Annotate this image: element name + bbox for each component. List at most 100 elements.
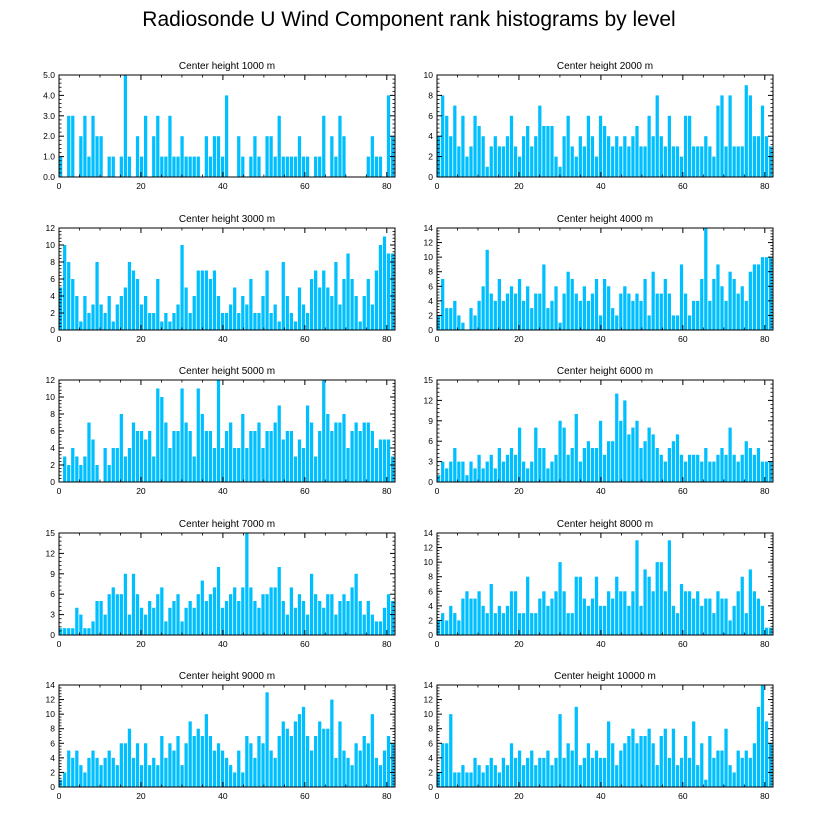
panel-6-bar [570, 448, 574, 482]
panel-2-bar [489, 146, 493, 177]
panel-2-ytick-label: 4 [428, 131, 433, 141]
panel-8-bar [489, 584, 493, 635]
panel-9-bar [131, 757, 136, 787]
panel-4-bar [602, 279, 607, 330]
panel-9-bar [184, 743, 188, 787]
panel-9-bar [212, 750, 217, 787]
panel-9-bar [273, 757, 277, 787]
panel-8-ytick-label: 4 [428, 601, 433, 611]
panel-2-bar [619, 146, 623, 177]
panel-4-bar [700, 279, 704, 330]
panel-5-bar [305, 405, 310, 482]
panel-1-bar [160, 156, 164, 177]
panel-8-bar [586, 605, 591, 635]
panel-8-bar [704, 598, 708, 635]
panel-1-ytick-label: 5.0 [43, 70, 55, 80]
panel-4-bar [679, 264, 684, 330]
panel-1-xtick-label: 40 [218, 181, 228, 191]
panel-7-bar [99, 601, 103, 635]
panel-7-bar [241, 587, 245, 635]
panel-5-bar [382, 439, 387, 482]
panel-9-ytick-label: 6 [50, 738, 55, 748]
panel-6-bar [538, 448, 542, 482]
panel-10-bar [586, 743, 591, 787]
panel-6-ytick-label: 0 [428, 477, 433, 487]
panel-6-bar [671, 441, 676, 482]
panel-9-bar [305, 736, 310, 787]
panel-7-bar [79, 614, 83, 635]
panel-5-ytick-label: 6 [50, 426, 55, 436]
panel-10-bar [562, 757, 566, 787]
panel-8-bar [643, 569, 647, 635]
panel-10-bar [619, 750, 623, 787]
panel-8-bar [457, 620, 461, 635]
panel-7-bar [184, 607, 188, 635]
panel-7-bar [135, 594, 140, 635]
panel-8-bar [728, 620, 732, 635]
panel-6-xtick-label: 20 [514, 486, 524, 496]
panel-2-bar [647, 115, 651, 177]
panel-5-bar [301, 448, 306, 482]
panel-10-ytick-label: 8 [428, 724, 433, 734]
panel-7-bar [164, 621, 168, 635]
panel-1-bar [277, 115, 281, 177]
panel-9-bar [326, 728, 330, 787]
panel-8-bar [574, 576, 578, 635]
panel-8-bar [615, 576, 619, 635]
panel-1-xtick-label: 0 [57, 181, 62, 191]
panel-6-bar [574, 414, 578, 482]
panel-3-bar [200, 270, 204, 330]
panel-3-bar [330, 296, 334, 330]
panel-4-bar [570, 279, 574, 330]
panel-1-bar [305, 156, 310, 177]
panel-1-bar [241, 156, 245, 177]
panel-10-bar [639, 736, 643, 787]
panel-3-bar [326, 287, 330, 330]
panel-2-frame [436, 74, 774, 178]
panel-2-bar [586, 115, 591, 177]
panel-9-bar [172, 750, 176, 787]
panel-5-bar [160, 397, 164, 482]
panel-6-ytick-label: 12 [424, 395, 434, 405]
panel-10-bar [534, 765, 538, 787]
panel-8-bar [534, 613, 538, 635]
panel-1-bar [139, 156, 144, 177]
panel-9-bar [350, 765, 354, 787]
panel-10-bar [643, 736, 647, 787]
panel-1-bar [135, 136, 140, 177]
panel-10-bar [627, 736, 631, 787]
panel-1-xtick-label: 60 [300, 181, 310, 191]
panel-2-xtick-label: 60 [678, 181, 688, 191]
panel-4-bar [453, 300, 457, 330]
panel-2-title: Center height 2000 m [557, 61, 653, 72]
panel-10-bar [473, 757, 477, 787]
panel-5-bar [63, 456, 67, 482]
panel-8-bar [598, 605, 603, 635]
panel-10-bar [696, 765, 700, 787]
panel-5-bar [119, 414, 123, 482]
panel-9-bar [216, 743, 221, 787]
panel-8-bar [671, 605, 676, 635]
panel-3-bar [103, 313, 107, 330]
panel-10-bar [485, 765, 489, 787]
panel-4-bar [740, 286, 744, 330]
panel-6-bar [611, 441, 615, 482]
panel-2-bar [631, 136, 635, 177]
panel-4-bar [708, 300, 712, 330]
panel-6-bar [602, 454, 607, 482]
panel-1-bar [91, 115, 95, 177]
panel-7-bar [172, 601, 176, 635]
panel-9-bar [176, 736, 180, 787]
panel-10-bar [522, 765, 526, 787]
panel-2-bar [598, 115, 603, 177]
panel-1-xtick-label: 80 [382, 181, 392, 191]
panel-1-bar [289, 156, 293, 177]
panel-7-bar [95, 601, 99, 635]
panel-5-bar [95, 465, 99, 482]
panel-5-bar [342, 414, 346, 482]
panel-1-bar [188, 156, 192, 177]
panel-8-bar [700, 605, 704, 635]
panel-8-ytick-label: 0 [428, 630, 433, 640]
panel-5-bar [135, 431, 140, 482]
panel-1-bar [322, 115, 326, 177]
